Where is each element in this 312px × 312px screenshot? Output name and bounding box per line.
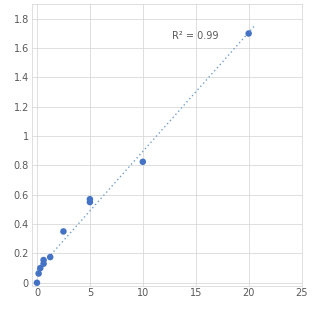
Point [246,31,251,36]
Point [87,200,92,205]
Point [87,197,92,202]
Point [140,159,145,164]
Point [36,271,41,276]
Point [41,257,46,262]
Point [34,280,39,285]
Point [61,229,66,234]
Point [41,261,46,266]
Point [48,255,53,260]
Point [38,266,43,271]
Text: R² = 0.99: R² = 0.99 [173,31,219,41]
